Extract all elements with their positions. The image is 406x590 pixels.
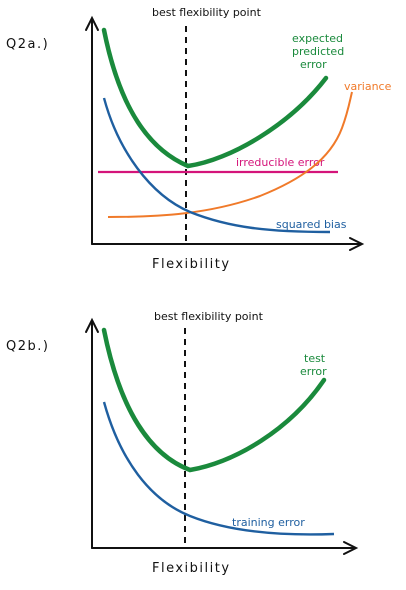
panel-b-y-arrow: [85, 317, 99, 333]
panel-a-expected-error-label-1: expected: [292, 32, 343, 45]
panel-a-best-point-label: best flexibility point: [152, 6, 262, 19]
panel-a-squared-bias-curve: [102, 97, 331, 234]
panel-b-best-point-label: best flexibility point: [154, 310, 264, 323]
panel-b-test-error-curve: [101, 327, 327, 473]
panel-a-x-arrow: [349, 237, 365, 251]
panel-a-irreducible-error-label: irreducible error: [236, 156, 325, 169]
panel-a-label: Q2a.): [6, 37, 49, 52]
panel-b-training-error-label: training error: [232, 516, 305, 529]
panel-a-x-axis-label: Flexibility: [152, 257, 231, 272]
panel-a-squared-bias-label: squared bias: [276, 218, 347, 231]
panel-a-expected-error-curve: [101, 27, 329, 169]
panel-a-variance-curve: [107, 91, 353, 218]
panel-b-label: Q2b.): [6, 339, 49, 354]
panel-b-training-error-curve: [102, 401, 335, 536]
panel-b-axes: [85, 317, 359, 555]
panel-b-x-arrow: [343, 541, 359, 555]
panel-a-y-arrow: [85, 15, 99, 31]
panel-b: Q2b.) best flexibility point training er…: [6, 310, 359, 576]
panel-a-expected-error-label-3: error: [300, 58, 327, 71]
panel-a: Q2a.) best flexibility point irreducible…: [6, 6, 392, 272]
panel-a-expected-error-label-2: predicted: [292, 45, 344, 58]
panel-b-test-error-label-2: error: [300, 365, 327, 378]
panel-b-x-axis-label: Flexibility: [152, 561, 231, 576]
panel-a-axes: [85, 15, 365, 251]
panel-b-test-error-label-1: test: [304, 352, 326, 365]
panel-a-variance-label: variance: [344, 80, 392, 93]
